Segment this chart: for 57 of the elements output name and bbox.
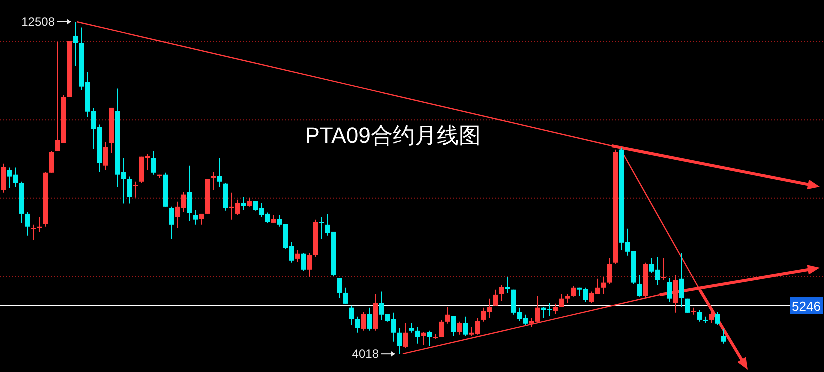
candlestick xyxy=(427,330,432,347)
candlestick xyxy=(355,316,360,334)
candlestick xyxy=(367,307,372,332)
candlestick xyxy=(463,316,468,337)
candlestick xyxy=(103,141,108,171)
candlestick xyxy=(343,287,348,304)
annotation: 4018 xyxy=(352,347,380,362)
candlestick xyxy=(445,306,450,324)
candlestick xyxy=(187,165,192,222)
candlestick xyxy=(607,258,612,284)
candlestick xyxy=(151,150,156,176)
candlestick xyxy=(31,224,36,241)
candlestick xyxy=(217,158,222,188)
candlestick xyxy=(349,305,354,326)
candlestick xyxy=(679,252,684,308)
candlestick xyxy=(241,196,246,211)
candlestick xyxy=(457,321,462,336)
candlestick xyxy=(415,326,420,344)
candlestick xyxy=(361,312,366,332)
candlestick xyxy=(673,274,678,314)
candlestick xyxy=(397,328,402,355)
candlestick xyxy=(1,163,6,194)
candlestick xyxy=(127,176,132,204)
candlestick xyxy=(319,216,324,240)
candlestick xyxy=(25,212,30,236)
candlestick xyxy=(685,298,690,314)
candlestick xyxy=(451,316,456,337)
candlestick xyxy=(553,303,558,315)
candlestick xyxy=(697,310,702,322)
text: PTA09合约月线图 xyxy=(305,123,481,148)
candlestick xyxy=(439,319,444,338)
candlestick xyxy=(193,210,198,226)
candlestick xyxy=(709,310,714,324)
candlestick xyxy=(499,284,504,302)
candlestick xyxy=(559,294,564,308)
candlestick xyxy=(505,276,510,294)
candlestick xyxy=(301,252,306,272)
candlestick xyxy=(409,322,414,334)
candlestick xyxy=(637,274,642,298)
ref-line-label: 5246 xyxy=(792,299,821,314)
annotation: 12508 xyxy=(22,14,56,29)
candlestick xyxy=(169,206,174,240)
candlestick xyxy=(601,276,606,295)
candlestick xyxy=(571,285,576,298)
candlestick xyxy=(295,249,300,263)
candlestick xyxy=(307,252,312,278)
candlestick xyxy=(49,150,54,174)
candlestick xyxy=(493,289,498,306)
candlestick xyxy=(211,172,216,191)
candlestick xyxy=(715,312,720,326)
candlestick xyxy=(667,278,672,302)
candlestick xyxy=(73,21,78,67)
candlestick xyxy=(721,328,726,344)
candlestick xyxy=(133,181,138,198)
candlestick xyxy=(421,332,426,346)
candlestick xyxy=(403,322,408,349)
candlestick xyxy=(337,278,342,299)
